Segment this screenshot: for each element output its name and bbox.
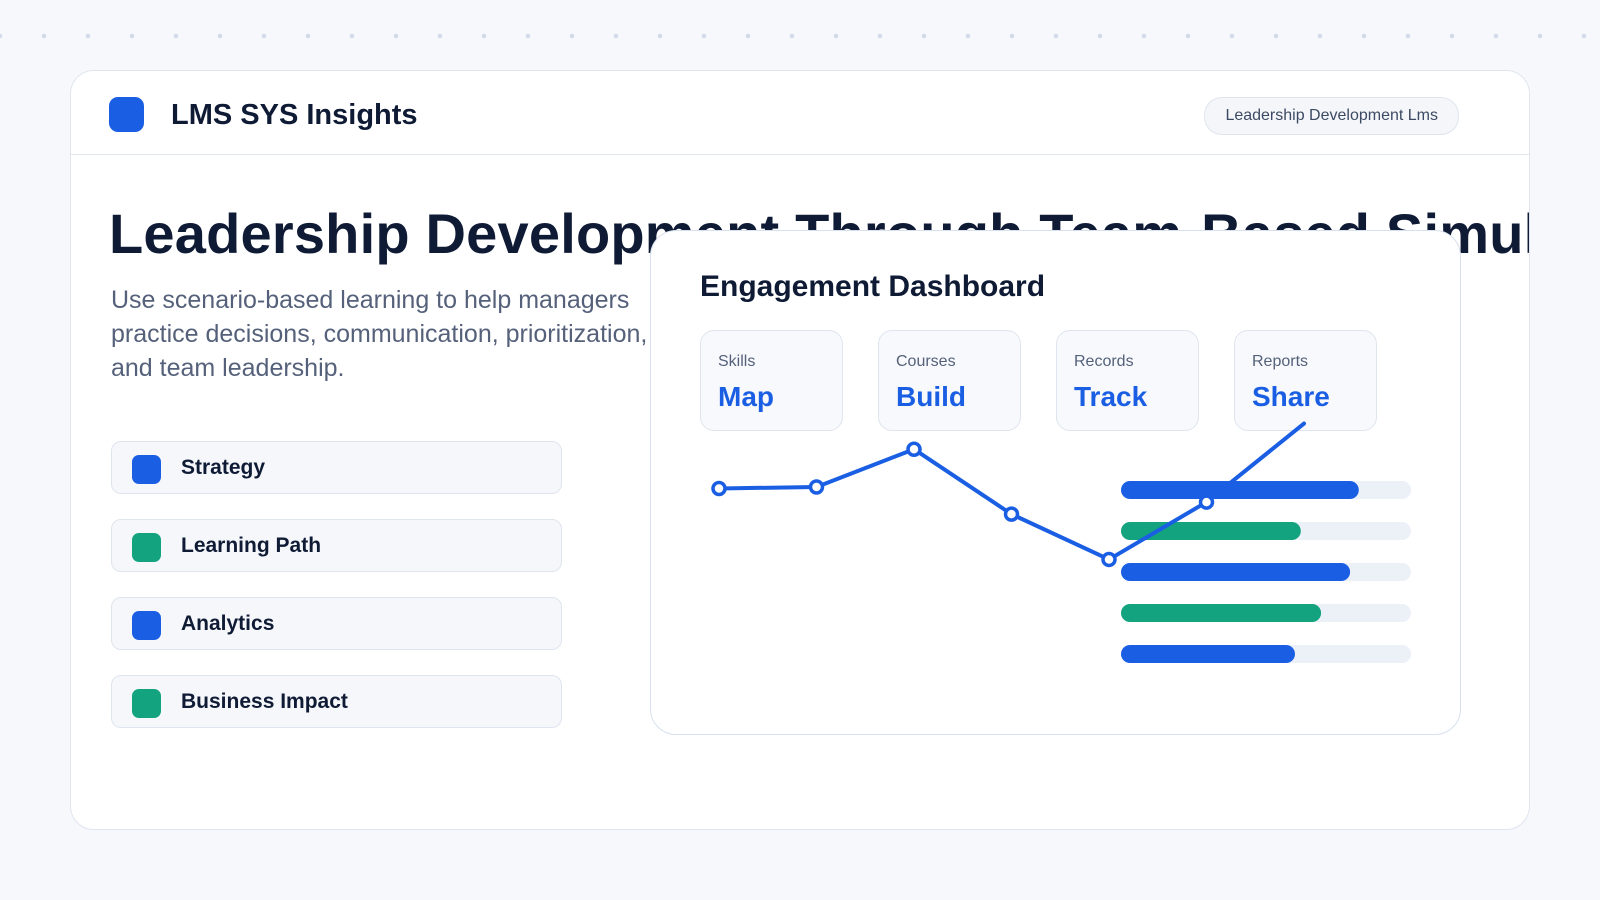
data-point [711,480,727,497]
stat-card-courses: Courses Build [878,330,1021,431]
stat-value: Share [1252,381,1330,412]
feature-item-analytics: Analytics [111,597,562,650]
stat-label: Records [1074,353,1134,370]
feature-label: Business Impact [181,690,348,713]
feature-item-learning-path: Learning Path [111,519,562,572]
feature-label: Analytics [181,612,275,635]
progress-bar [1121,563,1351,581]
data-point [1003,506,1020,522]
progress-bar [1121,481,1359,499]
engagement-chart [711,421,1411,663]
stat-card-records: Records Track [1056,330,1199,431]
dot-pattern [0,30,1600,42]
feature-icon [132,533,161,562]
feature-label: Strategy [181,456,266,479]
stat-card-skills: Skills Map [700,330,843,431]
progress-bar [1121,645,1295,663]
stat-value: Map [718,381,774,412]
stat-value: Build [896,381,966,412]
feature-icon [132,611,161,640]
stat-value: Track [1074,381,1148,412]
stat-label: Reports [1252,353,1309,370]
data-point [1101,551,1117,568]
progress-bar [1121,604,1322,622]
top-bar: LMS SYS Insights Leadership Development … [71,71,1529,155]
feature-label: Learning Path [181,534,322,557]
feature-icon [132,689,161,718]
stat-card-reports: Reports Share [1234,330,1377,431]
stat-label: Courses [896,353,956,370]
data-point [906,441,922,457]
engagement-dashboard: Engagement Dashboard Skills Map Courses … [650,230,1461,735]
page-description: Use scenario-based learning to help mana… [111,286,648,382]
stat-label: Skills [718,353,756,370]
feature-icon [132,455,161,484]
category-badge: Leadership Development Lms [1204,97,1459,135]
dashboard-title: Engagement Dashboard [700,270,1046,303]
feature-list: Strategy Learning Path Analytics Busines… [111,441,562,753]
brand-name: LMS SYS Insights [171,99,418,131]
feature-item-strategy: Strategy [111,441,562,494]
feature-item-business-impact: Business Impact [111,675,562,728]
data-point [808,479,825,495]
logo-icon [109,97,144,132]
data-point [1198,494,1215,510]
